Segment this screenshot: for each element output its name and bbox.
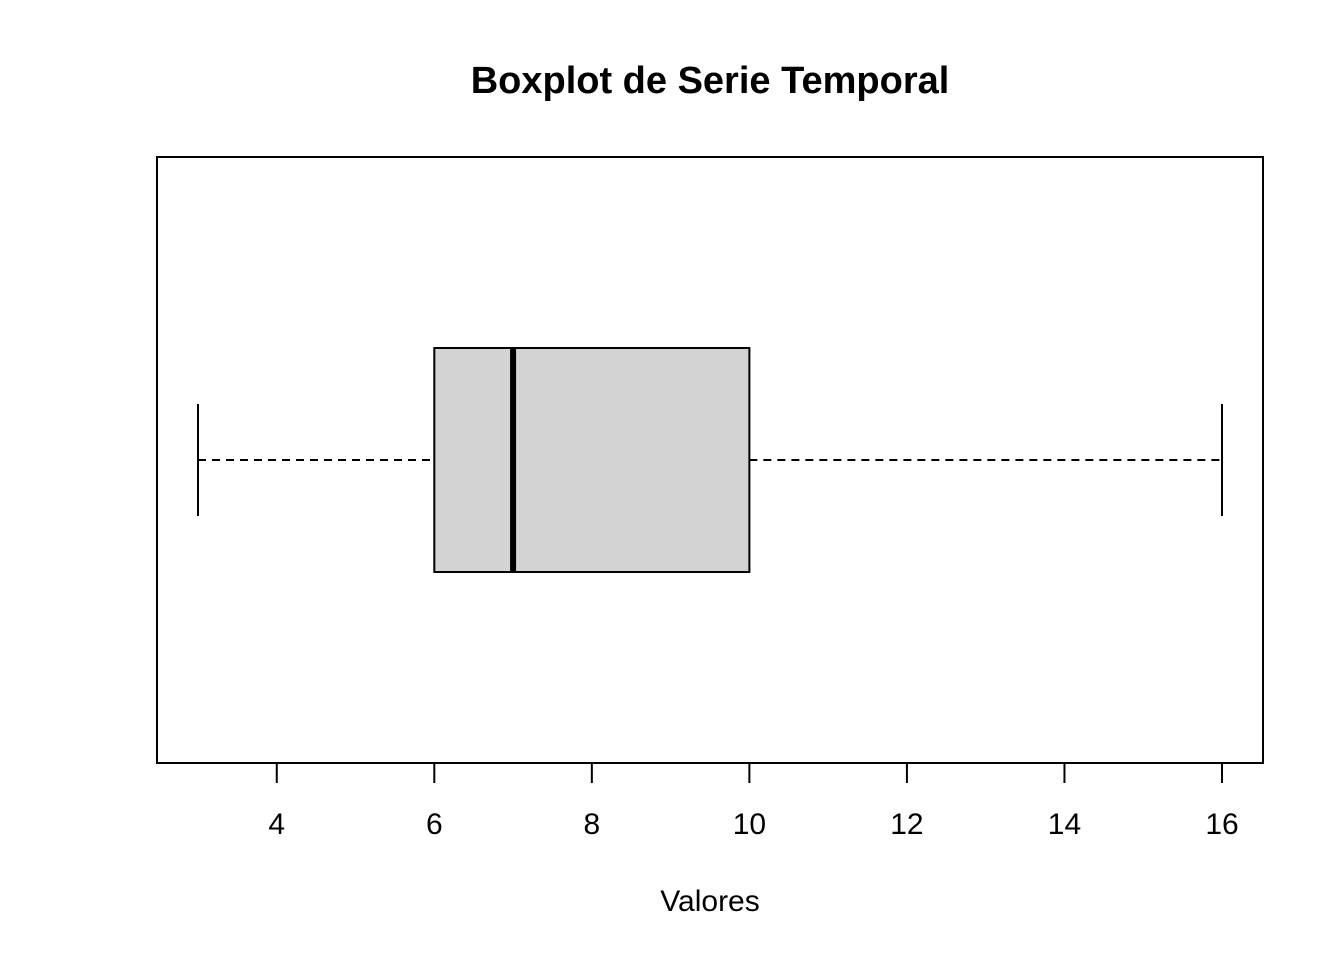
x-tick-label: 10 (733, 808, 766, 841)
boxplot-series (197, 347, 1223, 573)
x-tick-label: 12 (890, 808, 923, 841)
x-tick-label: 6 (426, 808, 443, 841)
interquartile-box (433, 347, 751, 573)
x-axis: 4 6 8 10 12 14 16 (268, 762, 1239, 841)
x-tick-label: 8 (584, 808, 601, 841)
x-tick-label: 4 (268, 808, 285, 841)
chart-title: Boxplot de Serie Temporal (471, 60, 950, 102)
x-tick-label: 16 (1205, 808, 1238, 841)
x-tick-label: 14 (1048, 808, 1081, 841)
x-axis-label: Valores (660, 885, 760, 918)
